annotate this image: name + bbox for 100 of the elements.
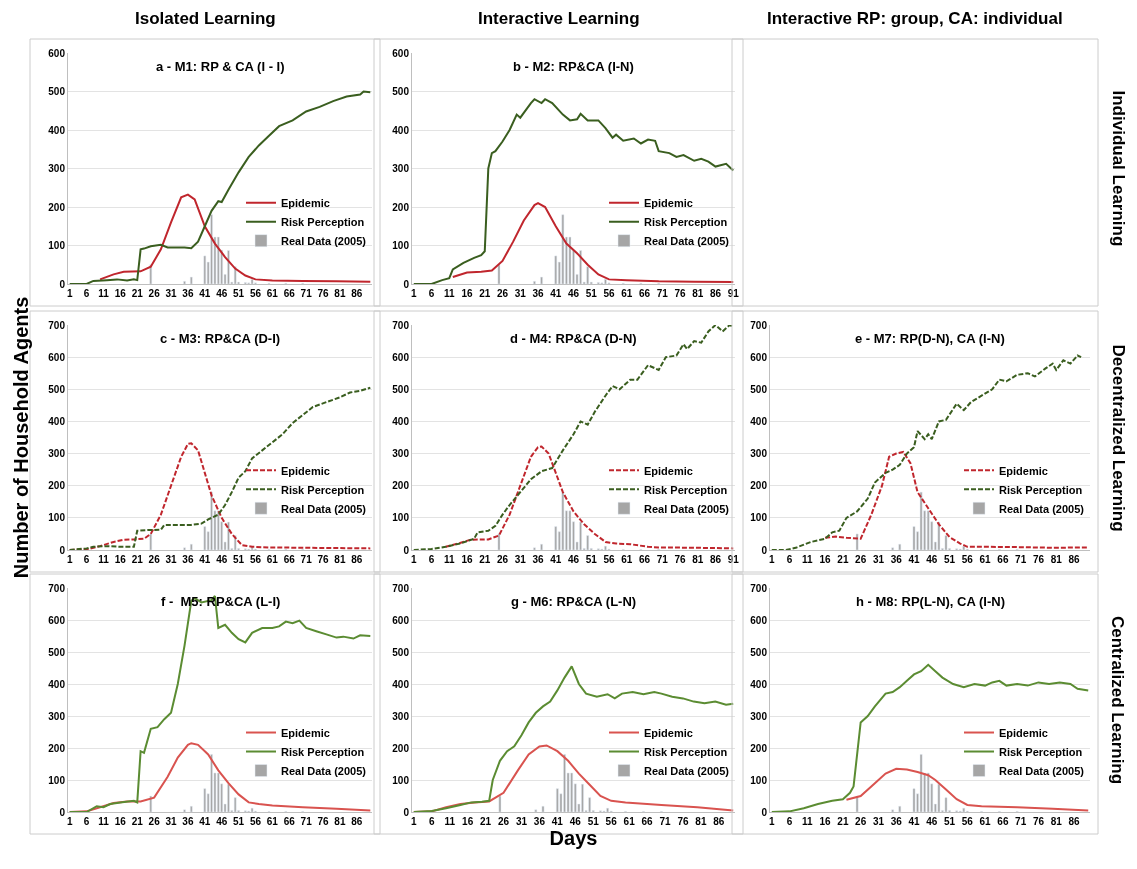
- x-tick-label: 71: [656, 554, 669, 565]
- x-tick-label: 1: [410, 554, 417, 565]
- x-tick-label: 46: [926, 816, 938, 827]
- x-tick-label: 6: [786, 554, 793, 565]
- bar: [962, 545, 966, 550]
- legend-label: Epidemic: [281, 464, 330, 477]
- bar: [541, 805, 545, 812]
- x-tick-label: 51: [944, 816, 956, 827]
- x-tick-label: 41: [199, 816, 211, 827]
- legend-label: Risk Perception: [999, 745, 1083, 758]
- x-tick-label: 11: [98, 816, 110, 827]
- x-tick-label: 61: [621, 288, 633, 299]
- y-tick-label: 200: [750, 742, 768, 754]
- x-tick-label: 76: [1032, 554, 1045, 565]
- x-tick-label: 41: [550, 288, 562, 299]
- y-tick-label: 200: [392, 480, 410, 492]
- text: e - M7: RP(D-N), CA (I-N): [855, 331, 1005, 346]
- y-tick-label: 500: [392, 86, 410, 97]
- x-tick-label: 11: [98, 554, 110, 565]
- x-tick-label: 6: [428, 554, 435, 565]
- y-tick-label: 0: [761, 544, 768, 556]
- bar: [233, 797, 237, 812]
- bar: [568, 510, 572, 550]
- x-tick-label: 51: [233, 288, 245, 299]
- text: b - M2: RP&CA (I-N): [513, 59, 634, 74]
- bar: [227, 521, 230, 550]
- bar: [498, 795, 502, 812]
- x-tick-label: 91: [727, 554, 740, 565]
- x-tick-label: 1: [769, 554, 775, 565]
- x-tick-label: 81: [692, 554, 704, 565]
- y-tick-label: 400: [48, 124, 66, 136]
- x-tick-label: 66: [638, 288, 651, 299]
- y-tick-label: 500: [750, 646, 768, 658]
- x-tick-label: 16: [461, 554, 474, 565]
- x-tick-label: 31: [165, 816, 178, 827]
- y-tick-label: 600: [750, 614, 768, 626]
- bar: [944, 535, 948, 550]
- x-tick-label: 11: [443, 554, 455, 565]
- x-tick-label: 86: [351, 554, 363, 565]
- bar: [937, 783, 941, 812]
- x-tick-label: 16: [114, 554, 127, 565]
- x-tick-label: 81: [695, 816, 707, 827]
- x-tick-label: 86: [709, 554, 722, 565]
- x-tick-label: 31: [165, 554, 178, 565]
- x-tick-label: 26: [497, 816, 510, 827]
- x-tick-label: 66: [997, 554, 1009, 565]
- bar: [497, 533, 501, 550]
- bar: [891, 809, 894, 812]
- legend-label: Epidemic: [999, 726, 1048, 739]
- bar: [190, 543, 193, 550]
- x-tick-label: 41: [551, 816, 564, 827]
- bar: [497, 264, 501, 284]
- legend-label: Risk Perception: [281, 215, 365, 228]
- bar: [588, 797, 591, 812]
- x-tick-label: 81: [334, 288, 346, 299]
- x-tick-label: 51: [233, 816, 245, 827]
- x-tick-label: 71: [300, 554, 313, 565]
- x-tick-label: 86: [351, 288, 363, 299]
- y-tick-label: 500: [48, 86, 66, 97]
- x-tick-label: 81: [1050, 554, 1063, 565]
- y-tick-label: 0: [403, 806, 410, 818]
- x-tick-label: 26: [148, 816, 161, 827]
- y-tick-label: 600: [392, 351, 410, 363]
- x-tick-label: 6: [786, 816, 793, 827]
- x-tick-label: 46: [567, 554, 580, 565]
- x-tick-label: 6: [428, 816, 435, 827]
- line-series: [99, 193, 372, 283]
- y-tick-label: 300: [392, 163, 410, 174]
- bar: [604, 545, 607, 550]
- legend-label: Real Data (2005): [644, 764, 730, 777]
- x-tick-label: 31: [872, 554, 885, 565]
- y-tick-label: 700: [48, 319, 66, 331]
- bar: [570, 772, 574, 812]
- y-tick-label: 100: [392, 512, 410, 524]
- x-tick-label: 71: [1015, 554, 1027, 565]
- bar: [540, 543, 543, 550]
- x-tick-label: 46: [216, 554, 228, 565]
- y-tick-label: 100: [750, 512, 768, 524]
- legend-label: Real Data (2005): [281, 764, 367, 777]
- y-tick-label: 0: [761, 806, 768, 818]
- x-tick-label: 91: [727, 288, 740, 299]
- x-tick-label: 21: [837, 554, 849, 565]
- legend-label: Epidemic: [644, 726, 693, 739]
- x-tick-label: 51: [233, 554, 245, 565]
- x-tick-label: 36: [890, 816, 903, 827]
- x-tick-label: 46: [569, 816, 582, 827]
- x-tick-label: 36: [532, 288, 545, 299]
- x-tick-label: 46: [216, 288, 228, 299]
- x-tick-label: 61: [266, 554, 279, 565]
- x-tick-label: 61: [979, 554, 992, 565]
- y-tick-label: 200: [48, 742, 66, 754]
- bar: [586, 535, 590, 550]
- y-tick-label: 400: [750, 415, 768, 427]
- x-tick-label: 81: [1050, 816, 1063, 827]
- text: Isolated Learning: [135, 9, 276, 28]
- y-tick-label: 0: [59, 806, 66, 818]
- x-tick-label: 66: [283, 554, 296, 565]
- bar: [217, 772, 220, 812]
- bar: [190, 805, 193, 812]
- y-tick-label: 500: [392, 646, 410, 658]
